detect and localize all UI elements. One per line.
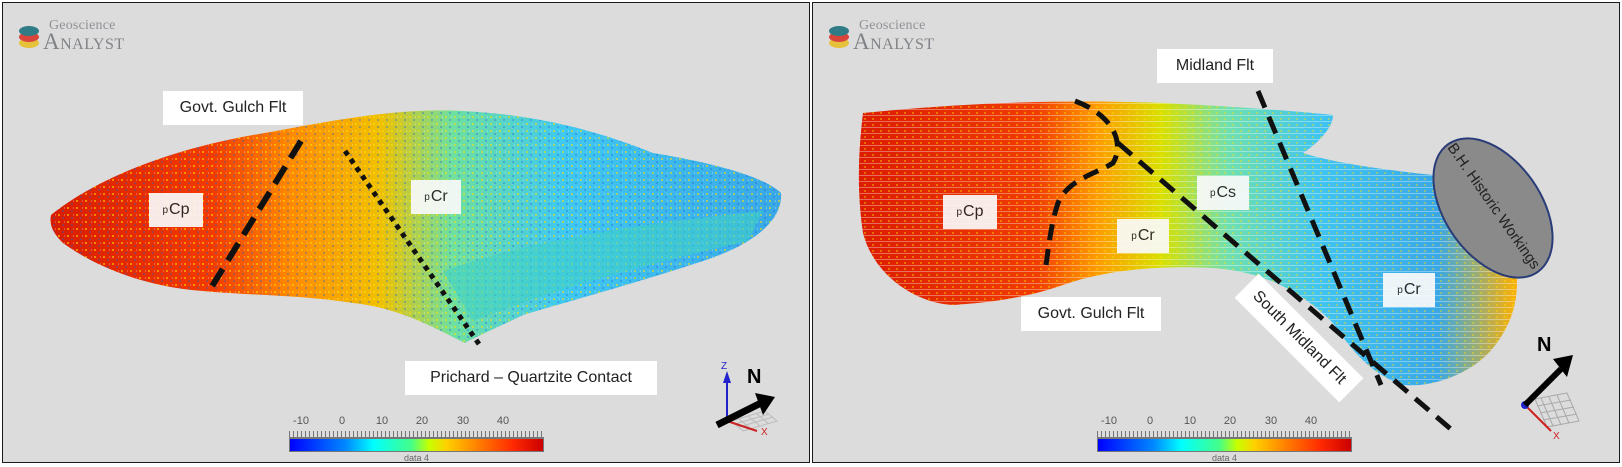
svg-text:Z: Z	[721, 361, 727, 372]
right-orientation-gizmo: X N	[1521, 335, 1580, 442]
unit-label-cr: p Cr	[411, 180, 461, 214]
prichard-contact-label: Prichard – Quartzite Contact	[405, 361, 657, 395]
right-scene	[858, 90, 1517, 433]
right-unit-label-cs: p Cs	[1197, 176, 1249, 210]
colorbar-title: data 4	[1211, 453, 1238, 463]
left-colorbar: -10 0 10 20 30 40 data 4	[289, 415, 544, 463]
midland-label: Midland Flt	[1157, 49, 1273, 83]
logo-subtitle: Geoscience	[859, 18, 926, 33]
south-midland-fault-line	[1116, 141, 1455, 433]
left-scene	[50, 110, 782, 349]
right-govt-gulch-label: Govt. Gulch Flt	[1021, 297, 1161, 331]
colorbar-gradient	[289, 438, 544, 452]
svg-text:N: N	[1537, 335, 1551, 356]
right-unit-label-cp: p Cp	[943, 195, 997, 229]
left-viewport[interactable]: Geoscience Analyst Govt. Gulch Flt Prich…	[2, 2, 810, 463]
geoscience-analyst-logo-right: Geoscience Analyst	[827, 18, 957, 55]
geoscience-analyst-logo: Geoscience Analyst	[17, 18, 147, 55]
colorbar-ruler	[289, 431, 544, 438]
colorbar-gradient	[1097, 438, 1352, 452]
govt-gulch-label: Govt. Gulch Flt	[163, 91, 303, 125]
left-point-cloud	[50, 110, 782, 343]
right-unit-label-cr-east: p Cr	[1383, 273, 1435, 307]
logo-title: Analyst	[853, 29, 935, 54]
svg-text:X: X	[1553, 431, 1560, 442]
colorbar-ticks: -10 0 10 20 30 40	[1101, 415, 1318, 427]
left-orientation-gizmo: Z X N	[715, 361, 779, 438]
svg-text:X: X	[761, 427, 768, 438]
colorbar-ruler	[1097, 431, 1352, 438]
svg-text:N: N	[747, 366, 761, 388]
historic-workings-ellipse	[1432, 137, 1554, 279]
logo-subtitle: Geoscience	[49, 18, 116, 33]
unit-label-cp: p Cp	[149, 193, 203, 227]
right-unit-label-cr: p Cr	[1117, 219, 1169, 253]
logo-stack-icon	[829, 26, 849, 48]
right-point-cloud	[858, 101, 1517, 386]
right-colorbar: -10 0 10 20 30 40 data 4	[1097, 415, 1352, 463]
logo-title: Analyst	[43, 29, 125, 54]
logo-stack-icon	[19, 26, 39, 48]
colorbar-ticks: -10 0 10 20 30 40	[293, 415, 510, 427]
midland-fault-line	[1255, 90, 1384, 386]
colorbar-title: data 4	[403, 453, 430, 463]
right-viewport[interactable]: Geoscience Analyst Midland Flt Govt. Gul…	[812, 2, 1620, 463]
right-govt-gulch-fault-line	[1042, 98, 1120, 274]
